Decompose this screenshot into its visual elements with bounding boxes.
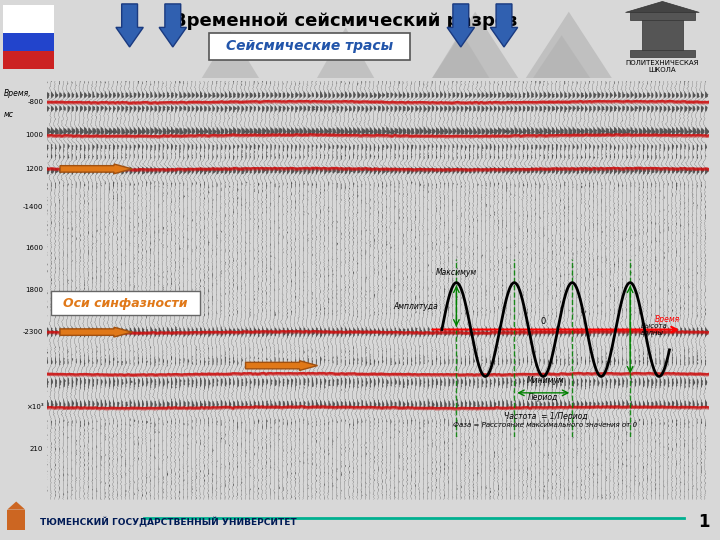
Text: Фаза = Расстояние максимального значения от 0: Фаза = Расстояние максимального значения… — [454, 422, 637, 428]
Polygon shape — [432, 12, 518, 78]
Text: 1600: 1600 — [25, 245, 43, 252]
Polygon shape — [533, 35, 590, 78]
FancyArrow shape — [490, 4, 518, 47]
Text: Сейсмические трасы: Сейсмические трасы — [226, 39, 393, 53]
Polygon shape — [642, 18, 683, 51]
Text: Высота
волны: Высота волны — [641, 323, 667, 336]
FancyArrow shape — [116, 4, 143, 47]
FancyArrow shape — [447, 4, 474, 47]
Bar — [3, 33, 53, 51]
Polygon shape — [432, 31, 490, 78]
Polygon shape — [202, 31, 259, 78]
Text: ×10³: ×10³ — [26, 404, 43, 410]
Text: Максимум: Максимум — [436, 268, 477, 277]
Text: 1200: 1200 — [25, 166, 43, 172]
Text: Временной сейсмический разрез: Временной сейсмический разрез — [174, 12, 518, 30]
Text: ТЮМЕНСКИЙ ГОСУДАРСТВЕННЫЙ УНИВЕРСИТЕТ: ТЮМЕНСКИЙ ГОСУДАРСТВЕННЫЙ УНИВЕРСИТЕТ — [40, 517, 296, 527]
Polygon shape — [317, 28, 374, 78]
Text: 1: 1 — [698, 513, 709, 531]
Text: Период: Период — [528, 393, 559, 402]
Bar — [630, 12, 695, 19]
Text: мс: мс — [4, 110, 14, 119]
Text: Частота  = 1/Период: Частота = 1/Период — [503, 411, 587, 421]
Text: 1000: 1000 — [25, 132, 43, 138]
Text: Минимум: Минимум — [526, 376, 564, 386]
Polygon shape — [526, 12, 612, 78]
Text: Амплитуда: Амплитуда — [393, 302, 438, 310]
Polygon shape — [626, 2, 699, 12]
Text: Время,: Время, — [4, 90, 31, 98]
Bar — [3, 5, 53, 33]
Text: 0: 0 — [541, 317, 546, 326]
FancyArrow shape — [159, 4, 186, 47]
Bar — [630, 50, 695, 57]
Text: -1400: -1400 — [23, 204, 43, 210]
Text: Оси синфазности: Оси синфазности — [63, 297, 188, 310]
Polygon shape — [7, 502, 25, 510]
Bar — [3, 51, 53, 69]
FancyBboxPatch shape — [209, 33, 410, 59]
Text: -800: -800 — [27, 99, 43, 105]
Bar — [7, 510, 25, 530]
Text: 210: 210 — [30, 446, 43, 453]
Text: 1800: 1800 — [25, 287, 43, 293]
Text: Время: Время — [654, 315, 680, 324]
Text: -2300: -2300 — [23, 329, 43, 335]
Text: ПОЛИТЕХНИЧЕСКАЯ
ШКОЛА: ПОЛИТЕХНИЧЕСКАЯ ШКОЛА — [626, 60, 699, 73]
